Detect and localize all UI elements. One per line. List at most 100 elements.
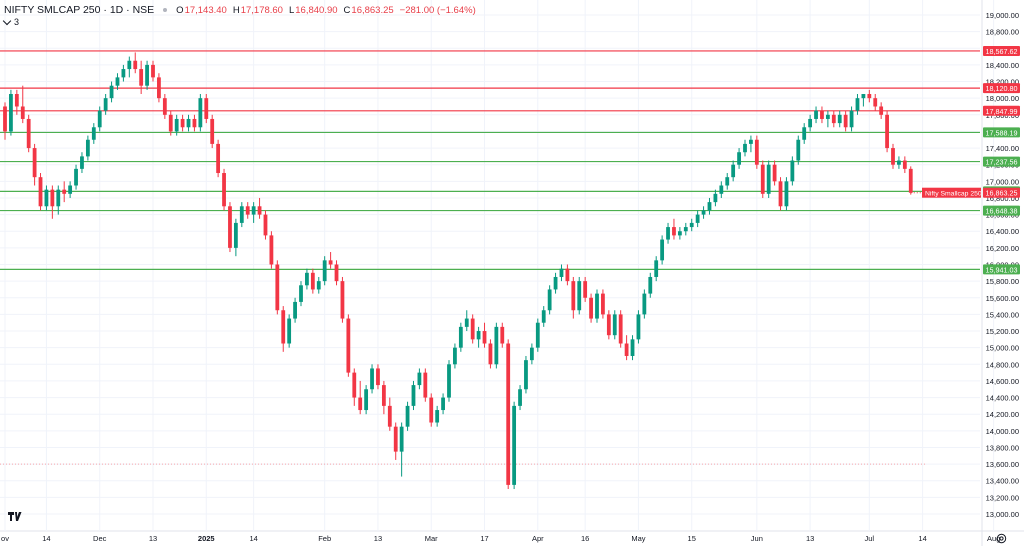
candle-body	[352, 372, 357, 398]
y-tick-label: 16,800.00	[986, 194, 1019, 203]
high-key: H	[232, 4, 240, 16]
candle-body	[624, 343, 629, 356]
candle-body	[885, 114, 889, 149]
x-tick-label: Mar	[425, 534, 438, 543]
candle-body	[186, 118, 191, 128]
candle-body	[399, 426, 404, 452]
candle-body	[672, 227, 676, 236]
y-tick-label: 13,600.00	[986, 460, 1019, 469]
candle-body	[642, 293, 647, 315]
y-tick-label: 14,800.00	[986, 360, 1019, 369]
candle-body	[796, 139, 801, 161]
status-dot-icon	[163, 8, 168, 12]
level-price-label: 18,120.80	[986, 84, 1018, 93]
candle-body	[808, 118, 813, 128]
y-tick-label: 13,400.00	[986, 477, 1019, 486]
ohlc-values: O17,143.40 H17,178.60 L16,840.90 C16,863…	[176, 5, 476, 16]
candle-body	[784, 181, 789, 207]
candle-body	[222, 173, 226, 207]
candle-body	[766, 164, 771, 194]
y-tick-label: 15,800.00	[986, 277, 1019, 286]
last-price-label: 16,863.25	[986, 189, 1018, 198]
y-tick-label: 17,400.00	[986, 144, 1019, 153]
candle-body	[618, 314, 623, 344]
candle-body	[648, 276, 653, 294]
candle-body	[441, 397, 445, 411]
candle-body	[731, 164, 736, 178]
candle-body	[814, 110, 818, 119]
candles	[3, 52, 913, 490]
level-price-tag	[983, 105, 1020, 116]
y-tick-label: 14,400.00	[986, 394, 1019, 403]
candle-body	[364, 389, 369, 411]
candle-body	[340, 281, 345, 319]
candle-body	[44, 189, 49, 207]
candle-body	[458, 326, 463, 348]
indicators-toggle[interactable]: 3	[2, 16, 19, 27]
candle-body	[707, 202, 712, 211]
gear-icon[interactable]	[996, 533, 1007, 544]
x-tick-label: May	[631, 534, 645, 543]
candle-body	[601, 293, 605, 315]
candle-body	[500, 326, 505, 344]
candle-body	[447, 364, 451, 398]
candle-body	[174, 118, 179, 132]
symbol-title[interactable]: NIFTY SMLCAP 250 · 1D · NSE	[4, 4, 155, 16]
candle-body	[908, 168, 913, 193]
candle-body	[529, 347, 534, 361]
candle-body	[115, 77, 120, 86]
candle-body	[488, 343, 493, 365]
candle-body	[32, 148, 37, 178]
x-tick-label: Aug	[987, 534, 1000, 543]
candle-body	[103, 98, 108, 111]
candle-body	[506, 343, 511, 485]
candle-body	[825, 114, 830, 119]
candle-body	[861, 94, 866, 99]
candle-body	[328, 260, 333, 265]
candle-body	[14, 94, 19, 107]
candle-body	[198, 98, 203, 128]
candle-body	[269, 235, 274, 265]
candle-body	[97, 110, 102, 128]
candle-body	[689, 222, 694, 228]
x-tick-label: 17	[480, 534, 488, 543]
candle-body	[423, 372, 428, 398]
candle-body	[245, 206, 250, 215]
candle-body	[902, 160, 907, 169]
candle-body	[891, 148, 895, 165]
candle-body	[281, 310, 286, 344]
close-key: C	[343, 4, 351, 16]
y-tick-label: 14,600.00	[986, 377, 1019, 386]
tradingview-logo-icon[interactable]	[8, 512, 22, 522]
candle-body	[68, 185, 73, 194]
candle-body	[541, 310, 546, 323]
candle-body	[837, 114, 842, 124]
candle-body	[695, 214, 700, 223]
candle-body	[62, 189, 67, 194]
series-name-tag	[922, 187, 981, 198]
candle-body	[287, 318, 292, 344]
candle-body	[334, 264, 339, 282]
candle-body	[612, 314, 617, 336]
time-axis[interactable]: ov 14 Dec 13 2025 14 Feb 13 Mar 17 Apr 16 May 15 Jun 13…	[1, 534, 1024, 543]
candle-body	[660, 239, 665, 261]
candle-body	[843, 114, 848, 128]
x-tick-label: 13	[806, 534, 814, 543]
candle-body	[571, 281, 576, 311]
candle-body	[157, 77, 161, 99]
candle-body	[518, 389, 522, 406]
candle-body	[121, 69, 126, 78]
candle-body	[109, 85, 114, 99]
level-price-label: 17,237.56	[986, 158, 1018, 167]
candle-body	[293, 301, 297, 319]
x-tick-label: 14	[249, 534, 257, 543]
close-value: 16,863.25	[351, 4, 394, 16]
x-tick-label: 14	[42, 534, 50, 543]
level-price-tag	[983, 264, 1020, 275]
candle-body	[305, 272, 309, 286]
x-tick-label: 13	[149, 534, 157, 543]
horizontal-levels	[0, 50, 980, 271]
candle-body	[790, 160, 795, 182]
